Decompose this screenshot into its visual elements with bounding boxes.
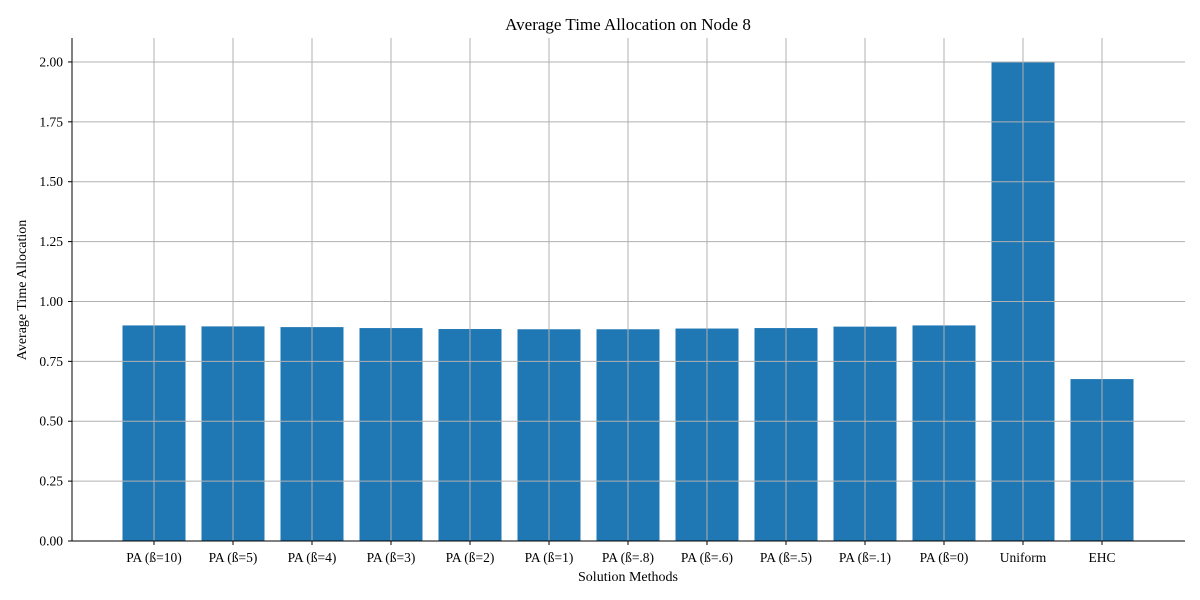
x-tick-label: EHC: [1089, 550, 1116, 565]
grid: [72, 38, 1185, 542]
x-tick-label: PA (ß=0): [920, 550, 969, 565]
x-tick-label: PA (ß=4): [288, 550, 337, 565]
y-tick-label: 0.25: [39, 474, 63, 489]
chart-title: Average Time Allocation on Node 8: [505, 15, 751, 34]
x-tick-label: PA (ß=.8): [602, 550, 654, 565]
y-tick-label: 0.50: [39, 414, 63, 429]
y-tick-label: 2.00: [39, 54, 63, 69]
x-axis-label: Solution Methods: [578, 570, 678, 585]
y-tick-label: 1.00: [39, 294, 63, 309]
x-tick-label: PA (ß=5): [209, 550, 258, 565]
y-tick-label: 1.50: [39, 174, 63, 189]
y-tick-label: 1.25: [39, 234, 63, 249]
y-axis-label: Average Time Allocation: [15, 220, 30, 361]
x-tick-label: PA (ß=.5): [760, 550, 812, 565]
x-tick-label: PA (ß=.1): [839, 550, 891, 565]
x-tick-label: PA (ß=10): [126, 550, 182, 565]
y-tick-label: 0.00: [39, 534, 63, 549]
x-tick-label: PA (ß=3): [367, 550, 416, 565]
x-tick-label: Uniform: [1000, 550, 1047, 565]
x-tick-label: PA (ß=2): [446, 550, 495, 565]
x-ticks: PA (ß=10) PA (ß=5) PA (ß=4) PA (ß=3) PA (ß=2…: [126, 541, 1116, 565]
y-tick-label: 1.75: [39, 114, 63, 129]
y-tick-label: 0.75: [39, 354, 63, 369]
x-tick-label: PA (ß=.6): [681, 550, 733, 565]
y-ticks: 0.00 0.25 0.50 0.75 1.00 1.25 1.50 1.75 2.00: [39, 54, 72, 549]
x-tick-label: PA (ß=1): [525, 550, 574, 565]
